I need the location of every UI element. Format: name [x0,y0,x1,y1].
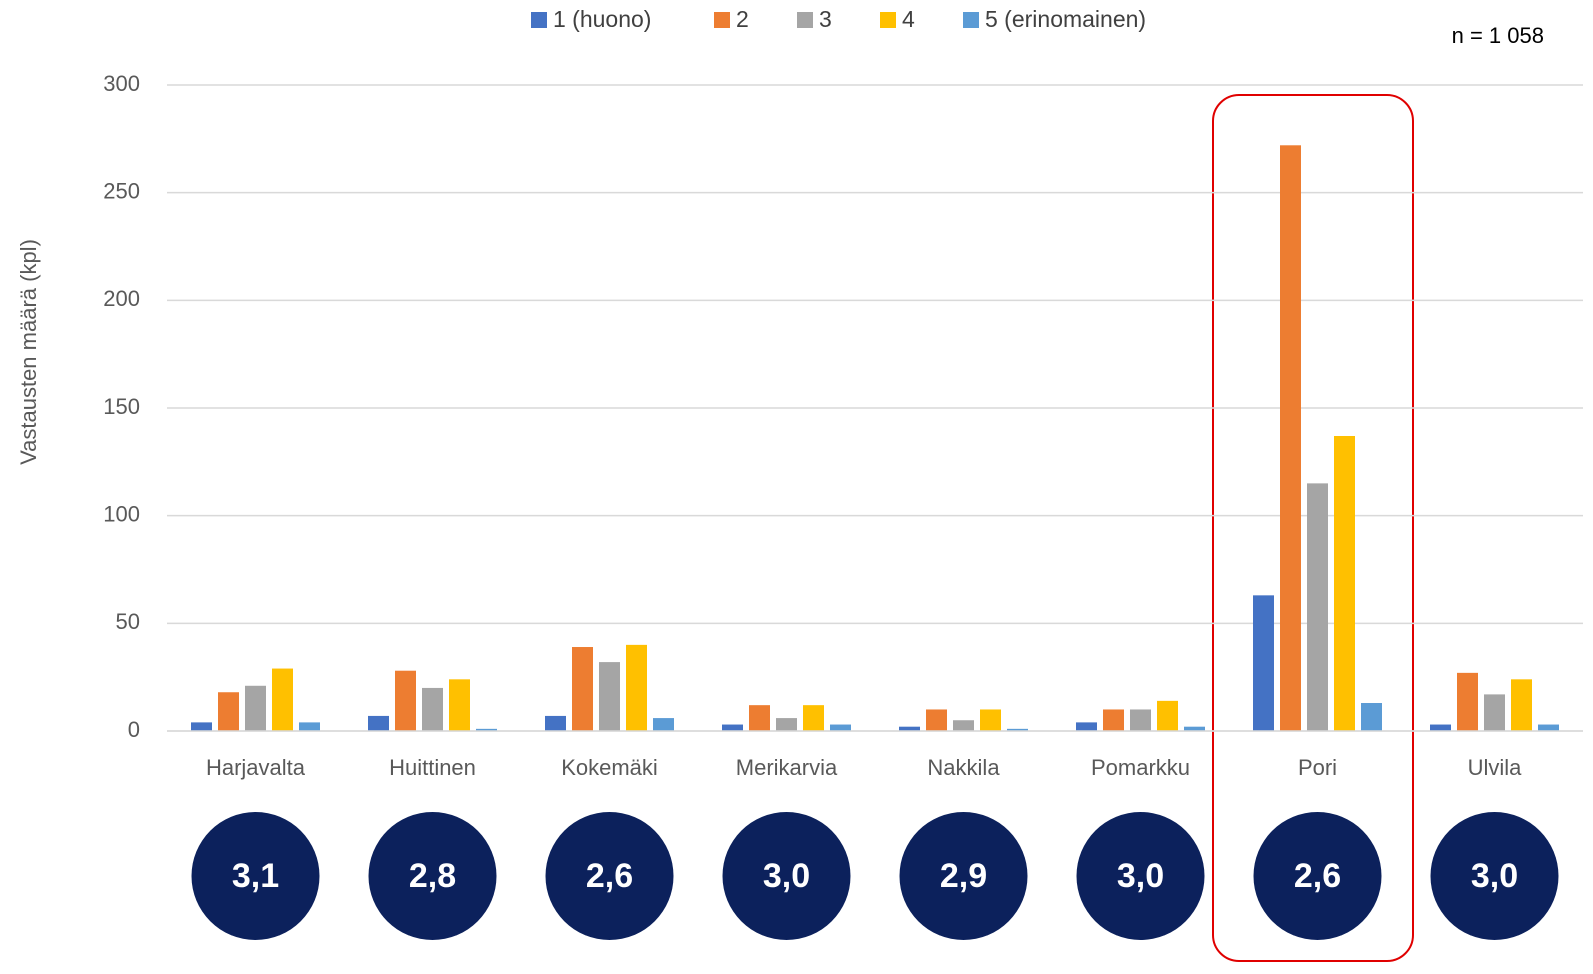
x-tick-label: Nakkila [927,755,1000,780]
x-tick-label: Harjavalta [206,755,306,780]
x-tick-label: Huittinen [389,755,476,780]
score-badge [722,812,851,940]
bar [776,718,797,731]
bar [368,715,389,731]
bar [1076,722,1097,731]
score-badge [1253,812,1382,940]
x-tick-label: Ulvila [1468,755,1523,780]
score-label: 2,8 [409,857,456,895]
bar [572,647,593,731]
score-label: 3,0 [763,857,810,895]
bar [1361,703,1382,731]
x-tick-label: Kokemäki [561,755,658,780]
legend-label: 2 [736,6,749,32]
legend-label: 1 (huono) [553,6,651,32]
score-badge [1430,812,1559,940]
bar [653,718,674,731]
legend-label: 3 [819,6,832,32]
legend-swatch [531,12,547,28]
bar [722,724,743,731]
bar [953,720,974,731]
y-tick-label: 0 [128,717,140,742]
legend-swatch [797,12,813,28]
bar [1280,145,1301,731]
y-tick-label: 150 [103,394,140,419]
bar [476,728,497,731]
x-tick-label: Pori [1298,755,1337,780]
legend-swatch [880,12,896,28]
y-tick-label: 250 [103,178,140,203]
score-badge [368,812,497,940]
bar [1307,483,1328,731]
bar [1007,728,1028,731]
y-axis-label: Vastausten määrä (kpl) [16,239,41,465]
score-label: 2,9 [940,857,987,895]
y-tick-label: 50 [116,609,140,634]
x-tick-label: Pomarkku [1091,755,1190,780]
bar [218,692,239,731]
bar [1103,709,1124,731]
x-tick-label: Merikarvia [736,755,838,780]
bar [191,722,212,731]
score-badge [545,812,674,940]
legend-label: 5 (erinomainen) [985,6,1146,32]
bar [1253,595,1274,731]
bar [272,668,293,731]
legend-swatch [963,12,979,28]
bar [1430,724,1451,731]
bar [1130,709,1151,731]
bar [830,724,851,731]
bar [245,685,266,731]
score-badge [1076,812,1205,940]
y-tick-label: 300 [103,71,140,96]
highlight-box [1212,94,1414,962]
bar [1538,724,1559,731]
score-label: 2,6 [1294,857,1341,895]
bar [395,670,416,731]
bar [803,705,824,731]
score-badge [899,812,1028,940]
score-label: 2,6 [586,857,633,895]
bar [422,687,443,731]
legend-swatch [714,12,730,28]
bar [1334,435,1355,731]
annotation: n = 1 058 [1452,23,1544,48]
bar [1457,672,1478,731]
bar [449,679,470,731]
score-label: 3,0 [1117,857,1164,895]
score-label: 3,1 [232,857,279,895]
y-tick-label: 100 [103,501,140,526]
score-label: 3,0 [1471,857,1518,895]
bar [626,644,647,731]
bar [899,726,920,731]
bar [545,715,566,731]
legend-label: 4 [902,6,915,32]
bar [749,705,770,731]
bar [299,722,320,731]
y-tick-label: 200 [103,286,140,311]
bar [1184,726,1205,731]
bar [980,709,1001,731]
bar [1511,679,1532,731]
bar [599,662,620,731]
bar [1484,694,1505,731]
bar [926,709,947,731]
bar [1157,700,1178,731]
score-badge [191,812,320,940]
